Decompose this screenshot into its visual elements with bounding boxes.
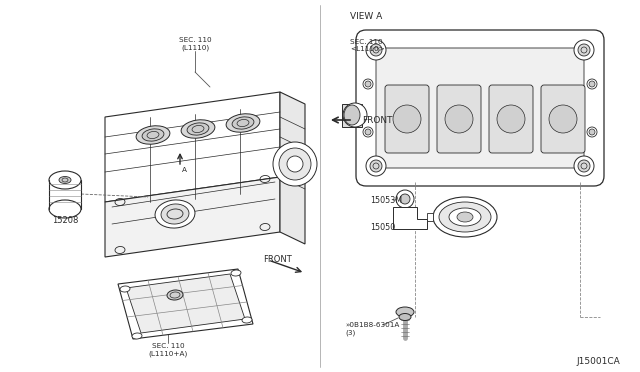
- Ellipse shape: [344, 105, 360, 125]
- Ellipse shape: [589, 81, 595, 87]
- Ellipse shape: [578, 44, 590, 56]
- Text: 15208: 15208: [52, 215, 78, 224]
- Ellipse shape: [433, 197, 497, 237]
- Text: A: A: [182, 167, 186, 173]
- Ellipse shape: [370, 44, 382, 56]
- Text: SEC. 110
<L1110>: SEC. 110 <L1110>: [350, 38, 385, 51]
- Ellipse shape: [549, 105, 577, 133]
- Ellipse shape: [445, 105, 473, 133]
- Ellipse shape: [363, 79, 373, 89]
- FancyBboxPatch shape: [376, 48, 584, 168]
- Polygon shape: [118, 269, 253, 339]
- Ellipse shape: [400, 194, 410, 204]
- Ellipse shape: [393, 105, 421, 133]
- FancyBboxPatch shape: [385, 85, 429, 153]
- Ellipse shape: [578, 160, 590, 172]
- Ellipse shape: [370, 160, 382, 172]
- Ellipse shape: [574, 40, 594, 60]
- Ellipse shape: [574, 156, 594, 176]
- Ellipse shape: [366, 156, 386, 176]
- FancyBboxPatch shape: [489, 85, 533, 153]
- Polygon shape: [393, 207, 427, 229]
- Text: VIEW A: VIEW A: [350, 12, 382, 20]
- Ellipse shape: [120, 286, 130, 292]
- Ellipse shape: [587, 127, 597, 137]
- Text: 15053M: 15053M: [370, 196, 402, 205]
- Ellipse shape: [242, 317, 252, 323]
- Polygon shape: [105, 92, 280, 202]
- Ellipse shape: [155, 200, 195, 228]
- Ellipse shape: [59, 176, 71, 183]
- FancyBboxPatch shape: [437, 85, 481, 153]
- Ellipse shape: [449, 208, 481, 226]
- FancyBboxPatch shape: [541, 85, 585, 153]
- Ellipse shape: [273, 142, 317, 186]
- Ellipse shape: [366, 40, 386, 60]
- Text: FRONT: FRONT: [362, 115, 392, 125]
- Text: SEC. 110
(L1110+A): SEC. 110 (L1110+A): [148, 343, 188, 357]
- Ellipse shape: [497, 105, 525, 133]
- Ellipse shape: [287, 156, 303, 172]
- Polygon shape: [105, 177, 280, 257]
- Ellipse shape: [161, 204, 189, 224]
- Ellipse shape: [457, 212, 473, 222]
- Ellipse shape: [187, 123, 209, 135]
- Text: FRONT: FRONT: [263, 254, 292, 263]
- Ellipse shape: [136, 126, 170, 144]
- Polygon shape: [427, 213, 433, 221]
- Ellipse shape: [396, 307, 414, 317]
- Ellipse shape: [142, 129, 164, 141]
- Ellipse shape: [365, 81, 371, 87]
- Ellipse shape: [439, 202, 491, 232]
- Text: J15001CA: J15001CA: [576, 357, 620, 366]
- Ellipse shape: [365, 129, 371, 135]
- FancyBboxPatch shape: [356, 30, 604, 186]
- Ellipse shape: [399, 314, 411, 321]
- Ellipse shape: [49, 171, 81, 189]
- Ellipse shape: [226, 114, 260, 132]
- Text: SEC. 110
(L1110): SEC. 110 (L1110): [179, 37, 211, 51]
- Polygon shape: [280, 92, 305, 244]
- Text: 15050: 15050: [370, 222, 396, 231]
- Ellipse shape: [181, 120, 215, 138]
- Ellipse shape: [279, 148, 311, 180]
- Ellipse shape: [363, 127, 373, 137]
- Ellipse shape: [49, 200, 81, 218]
- Ellipse shape: [132, 333, 142, 339]
- Ellipse shape: [232, 117, 254, 129]
- Ellipse shape: [231, 270, 241, 276]
- Polygon shape: [342, 104, 362, 127]
- Ellipse shape: [587, 79, 597, 89]
- Ellipse shape: [589, 129, 595, 135]
- Text: »0B1B8-6301A
(3): »0B1B8-6301A (3): [345, 322, 399, 336]
- Ellipse shape: [167, 290, 183, 300]
- Ellipse shape: [343, 103, 367, 127]
- Polygon shape: [126, 274, 245, 333]
- Ellipse shape: [396, 190, 414, 208]
